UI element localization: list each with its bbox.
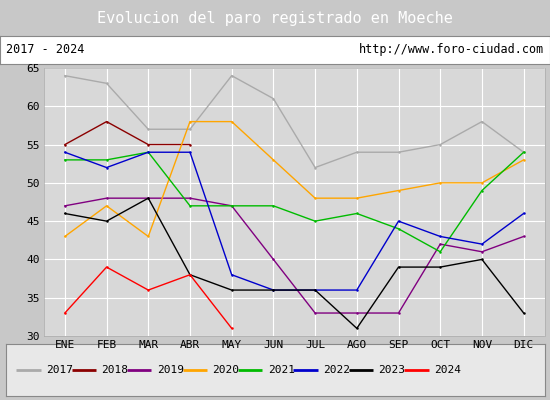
Text: 2017: 2017 xyxy=(46,365,73,375)
Text: 2021: 2021 xyxy=(268,365,295,375)
Text: Evolucion del paro registrado en Moeche: Evolucion del paro registrado en Moeche xyxy=(97,10,453,26)
Text: 2022: 2022 xyxy=(323,365,350,375)
Text: 2017 - 2024: 2017 - 2024 xyxy=(6,44,84,56)
Text: http://www.foro-ciudad.com: http://www.foro-ciudad.com xyxy=(359,44,544,56)
Text: 2024: 2024 xyxy=(434,365,461,375)
Text: 2018: 2018 xyxy=(101,365,128,375)
Text: 2023: 2023 xyxy=(378,365,405,375)
Text: 2019: 2019 xyxy=(157,365,184,375)
Text: 2020: 2020 xyxy=(212,365,239,375)
